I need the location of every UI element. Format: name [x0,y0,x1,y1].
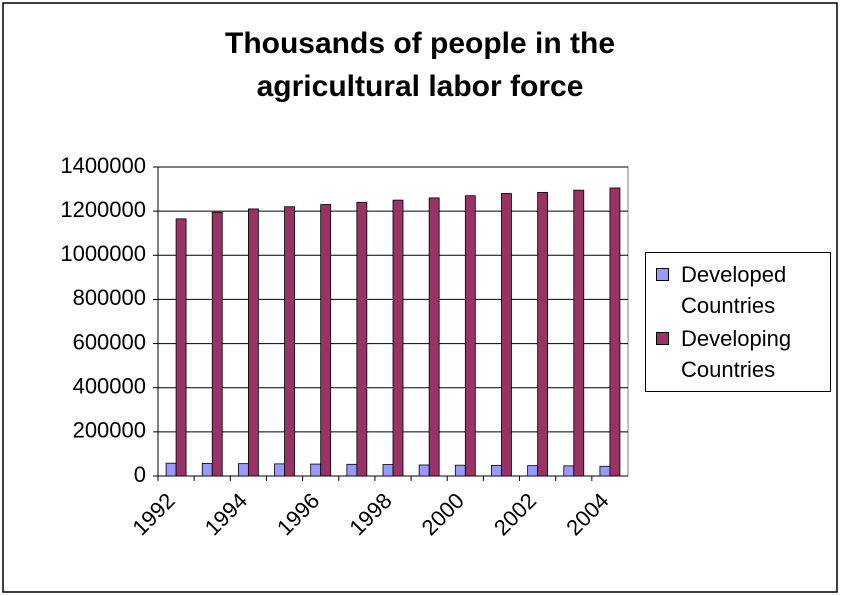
x-tick-label: 1994 [200,488,252,540]
bar [501,193,512,477]
bar [527,465,539,477]
bar [356,201,368,477]
bar [599,465,611,477]
bar [464,195,476,477]
x-tick-label: 2000 [417,488,469,540]
bar [573,189,585,477]
bar [563,465,575,477]
bar [491,465,502,477]
bar [237,463,249,477]
y-tick-label: 600000 [73,329,146,354]
x-tick-label: 1998 [344,488,396,540]
y-tick-label: 1000000 [60,241,146,266]
legend-swatch [656,332,669,345]
bar [175,218,187,477]
x-tick-label: 2002 [489,488,541,540]
x-tick-label: 1992 [127,488,179,540]
x-tick-label: 2004 [561,488,613,540]
y-tick-label: 1400000 [60,153,146,178]
bar [382,464,394,477]
x-tick-label: 1996 [272,488,324,540]
bar [428,197,440,477]
legend-label: Developed Countries [681,262,787,318]
bar [201,463,213,477]
legend-swatch [656,268,669,281]
bar [211,211,223,477]
legend: Developed Countries Developing Countries [645,252,831,392]
bar [247,208,259,477]
y-tick-label: 800000 [73,285,146,310]
bar [418,464,430,477]
bar [284,206,295,477]
y-tick-label: 0 [134,462,146,487]
bar [346,463,358,477]
bar [320,204,332,477]
y-tick-label: 200000 [73,418,146,443]
bar [609,187,621,477]
legend-label: Developing Countries [681,326,792,382]
y-tick-label: 1200000 [60,197,146,222]
bar [165,462,177,477]
bar [392,199,404,477]
bar [454,464,466,477]
bar [310,463,322,477]
bar [537,191,549,477]
chart-title: Thousands of people in the agricultural … [225,27,615,103]
y-tick-label: 400000 [73,374,146,399]
bar [274,463,285,477]
